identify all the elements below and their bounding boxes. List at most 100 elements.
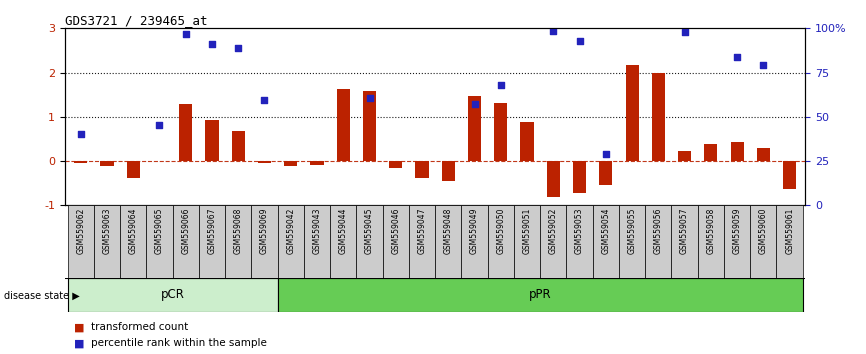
Text: transformed count: transformed count <box>91 322 188 332</box>
Text: ■: ■ <box>74 338 84 348</box>
Point <box>730 54 744 60</box>
Point <box>468 102 481 107</box>
Bar <box>652 74 665 161</box>
Text: GSM559044: GSM559044 <box>339 207 348 254</box>
Point <box>363 96 377 101</box>
FancyBboxPatch shape <box>172 205 199 278</box>
Text: GSM559057: GSM559057 <box>680 207 689 254</box>
Point <box>599 152 613 157</box>
FancyBboxPatch shape <box>488 205 514 278</box>
Bar <box>310 161 324 165</box>
Bar <box>389 161 403 168</box>
Text: GSM559046: GSM559046 <box>391 207 400 254</box>
Point <box>572 38 586 44</box>
Bar <box>783 161 796 188</box>
FancyBboxPatch shape <box>94 205 120 278</box>
FancyBboxPatch shape <box>671 205 698 278</box>
FancyBboxPatch shape <box>304 205 330 278</box>
Text: GSM559050: GSM559050 <box>496 207 505 254</box>
Text: disease state ▶: disease state ▶ <box>4 291 80 301</box>
Text: GSM559045: GSM559045 <box>365 207 374 254</box>
Point <box>546 28 560 33</box>
Text: GSM559056: GSM559056 <box>654 207 662 254</box>
FancyBboxPatch shape <box>68 278 278 312</box>
Text: GSM559042: GSM559042 <box>287 207 295 254</box>
Text: pCR: pCR <box>161 288 184 301</box>
Bar <box>573 161 586 193</box>
Bar <box>468 96 481 161</box>
Bar <box>232 131 245 161</box>
Text: GSM559069: GSM559069 <box>260 207 269 254</box>
Text: GSM559067: GSM559067 <box>208 207 216 254</box>
FancyBboxPatch shape <box>383 205 409 278</box>
Text: GSM559066: GSM559066 <box>181 207 191 254</box>
Bar <box>442 161 455 181</box>
Point <box>74 131 87 136</box>
Text: GSM559053: GSM559053 <box>575 207 584 254</box>
Text: GSM559048: GSM559048 <box>443 207 453 254</box>
Point <box>152 122 166 128</box>
Bar <box>625 65 638 161</box>
FancyBboxPatch shape <box>698 205 724 278</box>
Bar <box>678 152 691 161</box>
Point <box>231 45 245 51</box>
Text: GSM559064: GSM559064 <box>129 207 138 254</box>
Bar <box>100 161 113 166</box>
FancyBboxPatch shape <box>619 205 645 278</box>
Bar <box>704 144 717 161</box>
FancyBboxPatch shape <box>146 205 172 278</box>
Text: GSM559061: GSM559061 <box>785 207 794 254</box>
Bar <box>284 161 297 166</box>
Text: GSM559059: GSM559059 <box>733 207 741 254</box>
FancyBboxPatch shape <box>566 205 592 278</box>
FancyBboxPatch shape <box>462 205 488 278</box>
FancyBboxPatch shape <box>278 205 304 278</box>
Bar <box>416 161 429 178</box>
Text: ■: ■ <box>74 322 84 332</box>
FancyBboxPatch shape <box>278 278 803 312</box>
Point <box>494 82 507 88</box>
Bar <box>757 148 770 161</box>
FancyBboxPatch shape <box>357 205 383 278</box>
FancyBboxPatch shape <box>645 205 671 278</box>
Bar <box>258 161 271 163</box>
Text: GSM559052: GSM559052 <box>549 207 558 254</box>
Text: GSM559049: GSM559049 <box>470 207 479 254</box>
Text: GSM559060: GSM559060 <box>759 207 768 254</box>
Text: GSM559043: GSM559043 <box>313 207 321 254</box>
Text: GSM559054: GSM559054 <box>601 207 611 254</box>
FancyBboxPatch shape <box>750 205 777 278</box>
FancyBboxPatch shape <box>251 205 278 278</box>
Text: GSM559047: GSM559047 <box>417 207 427 254</box>
FancyBboxPatch shape <box>409 205 435 278</box>
Bar <box>205 120 218 161</box>
FancyBboxPatch shape <box>225 205 251 278</box>
Bar <box>179 104 192 161</box>
Point <box>257 97 271 103</box>
Bar <box>363 91 376 161</box>
Point <box>178 31 192 36</box>
Bar <box>74 161 87 163</box>
Bar <box>731 143 744 161</box>
Text: GDS3721 / 239465_at: GDS3721 / 239465_at <box>65 14 208 27</box>
Point <box>205 41 219 47</box>
Text: percentile rank within the sample: percentile rank within the sample <box>91 338 267 348</box>
Text: GSM559063: GSM559063 <box>102 207 112 254</box>
Text: GSM559051: GSM559051 <box>522 207 532 254</box>
Point <box>756 62 770 68</box>
Text: GSM559055: GSM559055 <box>628 207 637 254</box>
Point <box>678 29 692 35</box>
FancyBboxPatch shape <box>120 205 146 278</box>
FancyBboxPatch shape <box>592 205 619 278</box>
Bar <box>546 161 560 198</box>
FancyBboxPatch shape <box>435 205 462 278</box>
Text: GSM559068: GSM559068 <box>234 207 242 254</box>
FancyBboxPatch shape <box>514 205 540 278</box>
Bar <box>494 103 507 161</box>
FancyBboxPatch shape <box>199 205 225 278</box>
FancyBboxPatch shape <box>330 205 357 278</box>
Bar <box>599 161 612 185</box>
Bar <box>126 161 139 178</box>
Text: GSM559065: GSM559065 <box>155 207 164 254</box>
FancyBboxPatch shape <box>777 205 803 278</box>
